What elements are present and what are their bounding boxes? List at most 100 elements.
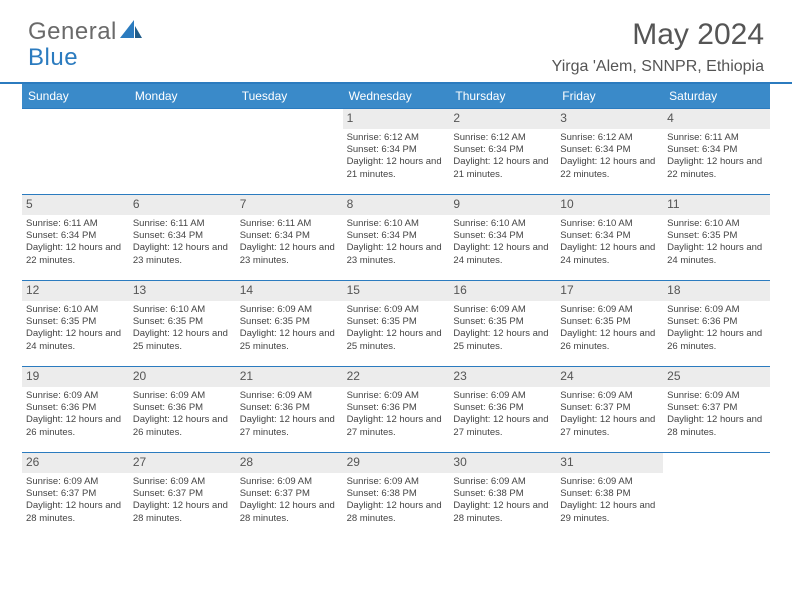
day-number: 8 — [343, 195, 450, 215]
day-info: Sunrise: 6:12 AMSunset: 6:34 PMDaylight:… — [453, 132, 552, 181]
day-number: 1 — [343, 109, 450, 129]
calendar-cell: 16Sunrise: 6:09 AMSunset: 6:35 PMDayligh… — [449, 280, 556, 366]
calendar-cell — [236, 108, 343, 194]
day-number: 22 — [343, 367, 450, 387]
day-info: Sunrise: 6:09 AMSunset: 6:38 PMDaylight:… — [453, 476, 552, 525]
day-number: 9 — [449, 195, 556, 215]
day-info: Sunrise: 6:09 AMSunset: 6:37 PMDaylight:… — [560, 390, 659, 439]
calendar-cell: 21 Sunrise: 6:09 AMSunset: 6:36 PMDayligh… — [236, 366, 343, 452]
weekday-header: Tuesday — [236, 84, 343, 108]
day-info: Sunrise: 6:09 AMSunset: 6:36 PMDaylight:… — [133, 390, 232, 439]
day-info: Sunrise: 6:10 AMSunset: 6:34 PMDaylight:… — [347, 218, 446, 267]
day-info: Sunrise: 6:09 AMSunset: 6:38 PMDaylight:… — [560, 476, 659, 525]
day-info: Sunrise: 6:09 AMSunset: 6:38 PMDaylight:… — [347, 476, 446, 525]
weekday-header: Saturday — [663, 84, 770, 108]
day-number: 5 — [22, 195, 129, 215]
day-info: Sunrise: 6:09 AMSunset: 6:36 PMDaylight:… — [667, 304, 766, 353]
day-number: 20 — [129, 367, 236, 387]
day-number: 11 — [663, 195, 770, 215]
logo-sail-icon — [120, 20, 142, 45]
calendar-cell: 5 Sunrise: 6:11 AMSunset: 6:34 PMDaylight… — [22, 194, 129, 280]
day-info: Sunrise: 6:09 AMSunset: 6:37 PMDaylight:… — [133, 476, 232, 525]
day-info: Sunrise: 6:10 AMSunset: 6:35 PMDaylight:… — [133, 304, 232, 353]
day-number: 14 — [236, 281, 343, 301]
day-number: 21 — [236, 367, 343, 387]
location-text: Yirga 'Alem, SNNPR, Ethiopia — [552, 58, 764, 76]
weekday-header: Wednesday — [343, 84, 450, 108]
calendar-cell: 1Sunrise: 6:12 AMSunset: 6:34 PMDaylight… — [343, 108, 450, 194]
calendar-cell: 14 Sunrise: 6:09 AMSunset: 6:35 PMDayligh… — [236, 280, 343, 366]
day-number: 24 — [556, 367, 663, 387]
calendar-cell — [663, 452, 770, 538]
calendar-cell: 31 Sunrise: 6:09 AMSunset: 6:38 PMDayligh… — [556, 452, 663, 538]
calendar-cell: 15Sunrise: 6:09 AMSunset: 6:35 PMDayligh… — [343, 280, 450, 366]
day-info: Sunrise: 6:09 AMSunset: 6:35 PMDaylight:… — [453, 304, 552, 353]
calendar-cell: 19 Sunrise: 6:09 AMSunset: 6:36 PMDayligh… — [22, 366, 129, 452]
day-info: Sunrise: 6:09 AMSunset: 6:36 PMDaylight:… — [453, 390, 552, 439]
calendar-cell: 20 Sunrise: 6:09 AMSunset: 6:36 PMDayligh… — [129, 366, 236, 452]
calendar-cell: 27 Sunrise: 6:09 AMSunset: 6:37 PMDayligh… — [129, 452, 236, 538]
day-number: 2 — [449, 109, 556, 129]
day-number: 19 — [22, 367, 129, 387]
calendar-cell: 8 Sunrise: 6:10 AMSunset: 6:34 PMDaylight… — [343, 194, 450, 280]
day-info: Sunrise: 6:11 AMSunset: 6:34 PMDaylight:… — [133, 218, 232, 267]
day-info: Sunrise: 6:09 AMSunset: 6:36 PMDaylight:… — [26, 390, 125, 439]
calendar-cell: 7Sunrise: 6:11 AMSunset: 6:34 PMDaylight… — [236, 194, 343, 280]
day-info: Sunrise: 6:09 AMSunset: 6:35 PMDaylight:… — [347, 304, 446, 353]
day-number: 18 — [663, 281, 770, 301]
calendar-cell: 24 Sunrise: 6:09 AMSunset: 6:37 PMDayligh… — [556, 366, 663, 452]
day-number: 31 — [556, 453, 663, 473]
calendar-cell: 10 Sunrise: 6:10 AMSunset: 6:34 PMDayligh… — [556, 194, 663, 280]
day-info: Sunrise: 6:09 AMSunset: 6:37 PMDaylight:… — [240, 476, 339, 525]
day-number: 10 — [556, 195, 663, 215]
logo-word2: Blue — [28, 44, 78, 71]
day-number: 3 — [556, 109, 663, 129]
calendar-cell: 23Sunrise: 6:09 AMSunset: 6:36 PMDayligh… — [449, 366, 556, 452]
weekday-header: Thursday — [449, 84, 556, 108]
day-info: Sunrise: 6:09 AMSunset: 6:35 PMDaylight:… — [240, 304, 339, 353]
day-number: 12 — [22, 281, 129, 301]
calendar-cell: 28Sunrise: 6:09 AMSunset: 6:37 PMDayligh… — [236, 452, 343, 538]
calendar-cell: 13 Sunrise: 6:10 AMSunset: 6:35 PMDayligh… — [129, 280, 236, 366]
calendar-cell: 30 Sunrise: 6:09 AMSunset: 6:38 PMDayligh… — [449, 452, 556, 538]
calendar-cell: 25 Sunrise: 6:09 AMSunset: 6:37 PMDayligh… — [663, 366, 770, 452]
logo: General — [28, 18, 144, 46]
calendar-cell: 3 Sunrise: 6:12 AMSunset: 6:34 PMDaylight… — [556, 108, 663, 194]
calendar-cell: 17 Sunrise: 6:09 AMSunset: 6:35 PMDayligh… — [556, 280, 663, 366]
day-info: Sunrise: 6:10 AMSunset: 6:35 PMDaylight:… — [26, 304, 125, 353]
calendar-cell: 4 Sunrise: 6:11 AMSunset: 6:34 PMDaylight… — [663, 108, 770, 194]
day-info: Sunrise: 6:09 AMSunset: 6:36 PMDaylight:… — [240, 390, 339, 439]
day-number: 6 — [129, 195, 236, 215]
calendar-cell: 29Sunrise: 6:09 AMSunset: 6:38 PMDayligh… — [343, 452, 450, 538]
calendar: SundayMondayTuesdayWednesdayThursdayFrid… — [0, 80, 792, 538]
calendar-cell — [129, 108, 236, 194]
page-header: General May 2024 Yirga 'Alem, SNNPR, Eth… — [0, 0, 792, 80]
day-number: 13 — [129, 281, 236, 301]
calendar-cell: 22Sunrise: 6:09 AMSunset: 6:36 PMDayligh… — [343, 366, 450, 452]
day-number: 26 — [22, 453, 129, 473]
day-info: Sunrise: 6:10 AMSunset: 6:34 PMDaylight:… — [453, 218, 552, 267]
calendar-cell: 6 Sunrise: 6:11 AMSunset: 6:34 PMDaylight… — [129, 194, 236, 280]
calendar-cell: 12 Sunrise: 6:10 AMSunset: 6:35 PMDayligh… — [22, 280, 129, 366]
day-number: 27 — [129, 453, 236, 473]
month-title: May 2024 — [552, 18, 764, 52]
calendar-cell: 9 Sunrise: 6:10 AMSunset: 6:34 PMDaylight… — [449, 194, 556, 280]
weekday-header: Monday — [129, 84, 236, 108]
calendar-cell: 2 Sunrise: 6:12 AMSunset: 6:34 PMDaylight… — [449, 108, 556, 194]
weekday-header: Friday — [556, 84, 663, 108]
calendar-cell: 18 Sunrise: 6:09 AMSunset: 6:36 PMDayligh… — [663, 280, 770, 366]
title-block: May 2024 Yirga 'Alem, SNNPR, Ethiopia — [552, 18, 764, 76]
day-info: Sunrise: 6:10 AMSunset: 6:35 PMDaylight:… — [667, 218, 766, 267]
day-info: Sunrise: 6:12 AMSunset: 6:34 PMDaylight:… — [560, 132, 659, 181]
calendar-cell: 11 Sunrise: 6:10 AMSunset: 6:35 PMDayligh… — [663, 194, 770, 280]
day-number: 4 — [663, 109, 770, 129]
day-info: Sunrise: 6:09 AMSunset: 6:37 PMDaylight:… — [667, 390, 766, 439]
day-number: 17 — [556, 281, 663, 301]
day-info: Sunrise: 6:11 AMSunset: 6:34 PMDaylight:… — [667, 132, 766, 181]
day-info: Sunrise: 6:09 AMSunset: 6:35 PMDaylight:… — [560, 304, 659, 353]
day-number: 25 — [663, 367, 770, 387]
day-number: 30 — [449, 453, 556, 473]
day-info: Sunrise: 6:10 AMSunset: 6:34 PMDaylight:… — [560, 218, 659, 267]
day-info: Sunrise: 6:11 AMSunset: 6:34 PMDaylight:… — [26, 218, 125, 267]
calendar-cell — [22, 108, 129, 194]
